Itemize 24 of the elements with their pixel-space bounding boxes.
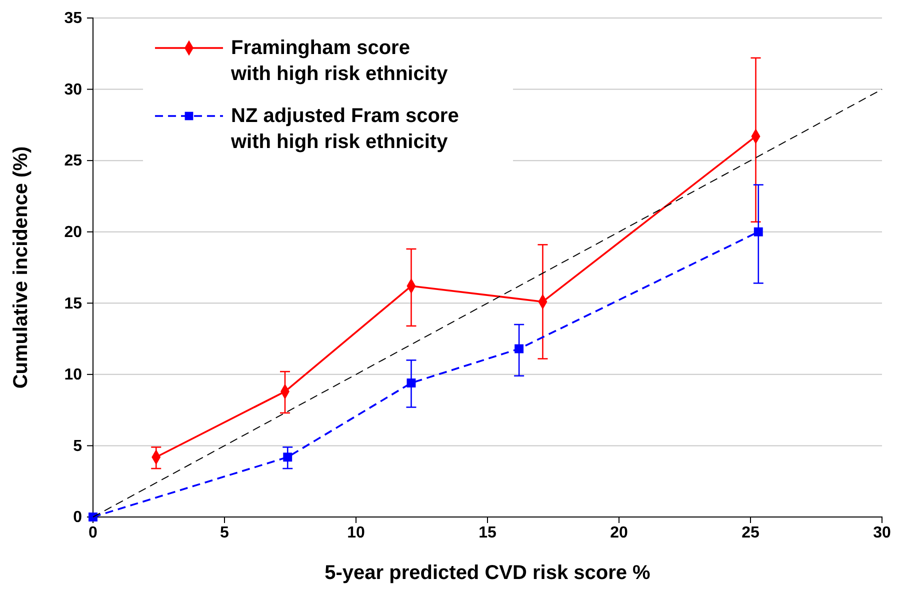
y-tick-label: 5 [73, 438, 82, 455]
point [88, 512, 98, 522]
point [283, 452, 292, 462]
x-tick-label: 20 [610, 524, 628, 542]
y-tick-label: 25 [64, 152, 82, 170]
x-tick-label: 15 [478, 524, 496, 542]
y-axis-title: Cumulative incidence (%) [10, 146, 32, 389]
y-tick-label: 30 [64, 81, 82, 98]
point [406, 378, 416, 388]
x-tick-label: 30 [873, 524, 891, 542]
y-tick-label: 35 [64, 10, 82, 28]
y-tick-label: 0 [73, 509, 82, 526]
legend-label: Framingham score with high risk ethnicity [230, 37, 449, 85]
x-tick-label: 0 [88, 524, 98, 542]
x-tick-label: 5 [220, 524, 230, 542]
legend-label: NZ adjusted Fram score with high risk ethnicity [230, 105, 459, 153]
y-tick-label: 20 [64, 224, 82, 241]
y-tick-label: 10 [64, 366, 82, 384]
y-tick-label: 15 [64, 295, 82, 312]
point [754, 227, 763, 236]
x-tick-label: 10 [347, 524, 365, 542]
x-axis-title: 5-year predicted CVD risk score % [324, 562, 651, 584]
point [514, 344, 524, 354]
x-tick-label: 25 [742, 524, 760, 542]
